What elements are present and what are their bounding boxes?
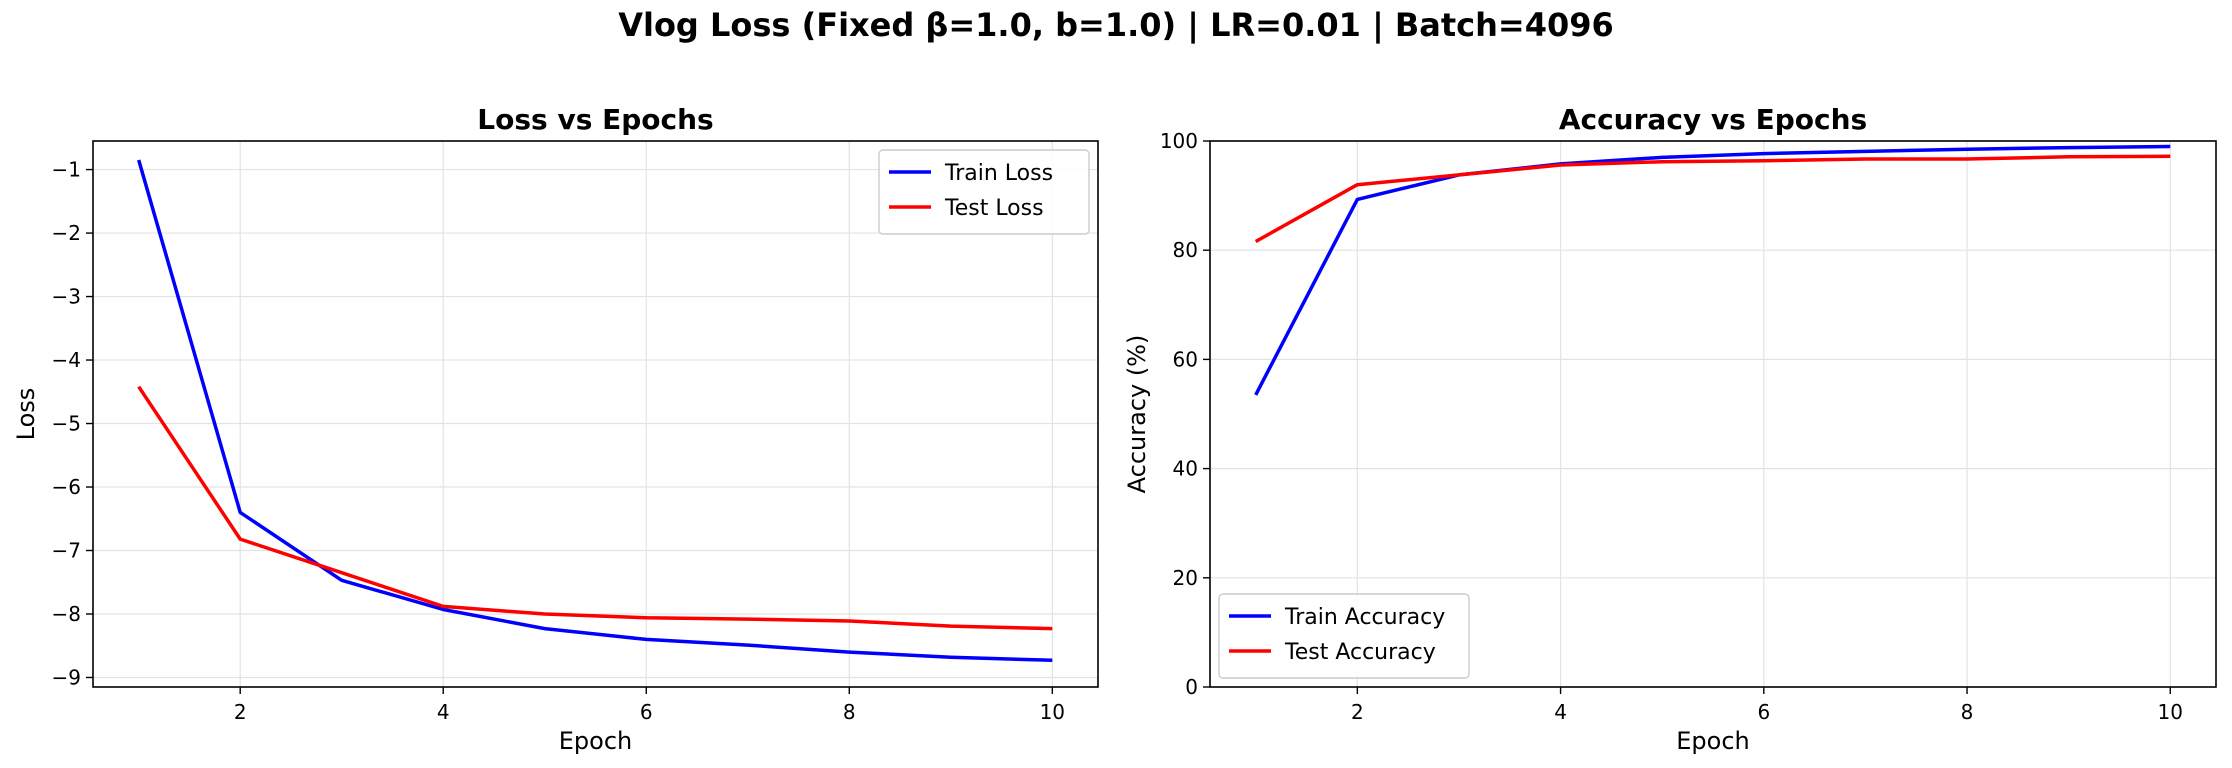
panel1-axes-frame <box>92 140 1099 688</box>
panel1-legend-label-1: Train Loss <box>944 161 1053 186</box>
panel1-legend-box <box>878 149 1090 235</box>
panel1-series-line-1 <box>137 159 1053 663</box>
panel1-series-line-2 <box>137 385 1053 631</box>
panel2-legend-label-2: Test Accuracy <box>1284 640 1436 665</box>
panel1-y-tick-label: −8 <box>52 602 81 626</box>
panel2-x-tick-label: 4 <box>1554 700 1567 724</box>
panel2-y-tick-label: 0 <box>1185 675 1198 699</box>
panel2-y-tick-label: 60 <box>1173 347 1198 371</box>
panel2-y-tick-label: 100 <box>1160 129 1198 153</box>
panel2-y-axis-label: Accuracy (%) <box>1123 335 1151 494</box>
panel2-x-tick-label: 8 <box>1961 700 1974 724</box>
panel1-x-tick-label: 8 <box>843 700 856 724</box>
panel1-y-tick-label: −1 <box>52 158 81 182</box>
panel2-y-tick-label: 40 <box>1173 457 1198 481</box>
panel1-y-tick-label: −7 <box>52 539 81 563</box>
panel2-legend-label-1: Train Accuracy <box>1284 605 1445 630</box>
panel1-y-tick-label: −6 <box>52 475 81 499</box>
panel2-series-line-1 <box>1254 144 2171 396</box>
panel1-y-axis-label: Loss <box>12 388 40 441</box>
panel2-series-line-2 <box>1254 154 2171 244</box>
panel2-y-tick-label: 80 <box>1173 238 1198 262</box>
panel1-y-tick-label: −5 <box>52 412 81 436</box>
panel1-x-axis-label: Epoch <box>559 727 633 755</box>
figure-title: Vlog Loss (Fixed β=1.0, b=1.0) | LR=0.01… <box>618 6 1614 44</box>
panel1-x-tick-label: 6 <box>640 700 653 724</box>
panel1-x-tick-label: 10 <box>1040 700 1065 724</box>
panel2-legend-box <box>1218 593 1470 679</box>
panel1-y-tick-label: −3 <box>52 285 81 309</box>
panel1-title: Loss vs Epochs <box>477 103 713 136</box>
panel1-y-tick-label: −2 <box>52 221 81 245</box>
panel1-x-tick-label: 4 <box>437 700 450 724</box>
panel2-x-axis-label: Epoch <box>1676 727 1750 755</box>
panel1-legend-label-2: Test Loss <box>944 196 1044 221</box>
panel2-title: Accuracy vs Epochs <box>1559 103 1867 136</box>
panel1-y-tick-label: −4 <box>52 348 81 372</box>
panel2-y-tick-label: 20 <box>1173 566 1198 590</box>
panel2-x-tick-label: 6 <box>1757 700 1770 724</box>
panel2-x-tick-label: 2 <box>1351 700 1364 724</box>
panel1-x-tick-label: 2 <box>234 700 247 724</box>
panel2-axes-frame <box>1209 140 2217 688</box>
panel2-x-tick-label: 10 <box>2158 700 2183 724</box>
panel1-y-tick-label: −9 <box>52 665 81 689</box>
